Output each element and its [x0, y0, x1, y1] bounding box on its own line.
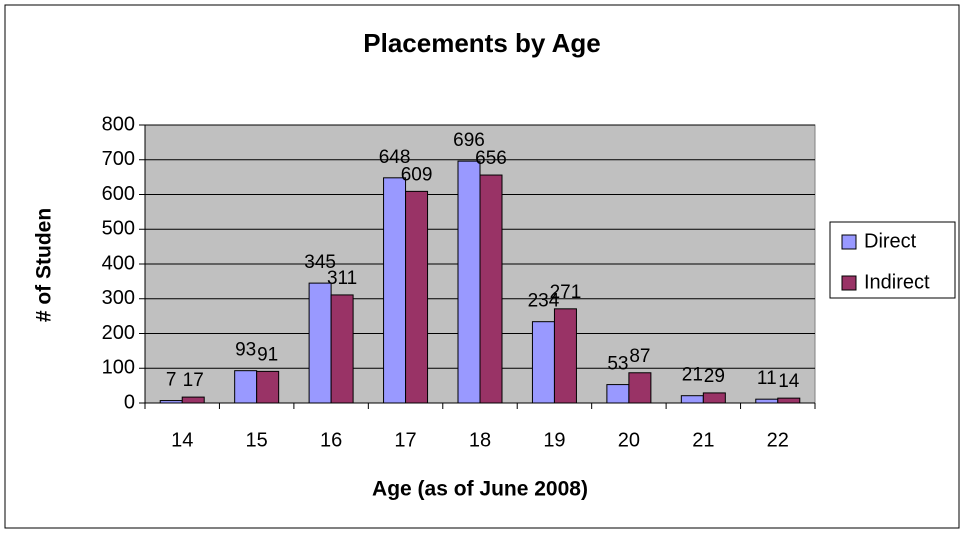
x-tick-label: 18: [469, 429, 491, 451]
x-tick-label: 15: [246, 429, 268, 451]
y-axis-title: # of Studen: [33, 208, 56, 322]
legend-label: Indirect: [864, 271, 930, 293]
bar: [181, 396, 205, 404]
y-tick-label: 400: [102, 252, 135, 274]
bar: [405, 190, 429, 404]
value-label: 21: [682, 365, 703, 386]
value-label: 345: [304, 252, 336, 273]
value-label: 87: [629, 346, 650, 367]
bar: [606, 384, 630, 404]
bar: [702, 392, 726, 404]
value-label: 14: [778, 371, 800, 392]
y-tick-label: 700: [102, 148, 135, 170]
bar: [159, 400, 183, 404]
y-tick-label: 800: [102, 113, 135, 135]
x-tick-label: 20: [618, 429, 640, 451]
value-label: 656: [475, 148, 507, 169]
y-tick-label: 300: [102, 287, 135, 309]
bar: [457, 160, 481, 404]
y-tick-label: 600: [102, 183, 135, 205]
value-label: 609: [401, 164, 433, 185]
value-label: 648: [379, 147, 411, 168]
x-tick-label: 19: [543, 429, 565, 451]
legend-swatch: [841, 275, 857, 291]
bar: [531, 321, 555, 404]
value-label: 234: [528, 291, 560, 312]
y-tick-label: 200: [102, 322, 135, 344]
value-label: 11: [757, 368, 777, 389]
value-label: 91: [257, 344, 278, 365]
bar: [256, 370, 280, 404]
x-tick-label: 17: [394, 429, 416, 451]
value-label: 696: [453, 130, 485, 151]
value-label: 271: [550, 282, 582, 303]
bar: [234, 370, 258, 404]
bar: [308, 282, 332, 404]
value-label: 7: [166, 370, 177, 391]
value-label: 311: [327, 268, 357, 289]
value-label: 29: [704, 366, 725, 387]
bar: [553, 308, 577, 404]
legend-label: Direct: [864, 230, 917, 252]
bar: [330, 294, 354, 404]
bar: [628, 372, 652, 404]
bar: [680, 395, 704, 404]
value-label: 53: [607, 354, 628, 375]
bar: [479, 174, 503, 404]
value-label: 93: [235, 340, 256, 361]
bar: [777, 397, 801, 404]
x-axis-title: Age (as of June 2008): [372, 478, 588, 501]
bar: [755, 398, 779, 404]
x-tick-label: 14: [171, 429, 193, 451]
y-tick-label: 100: [102, 357, 135, 379]
legend-swatch: [841, 234, 857, 250]
bar: [383, 177, 407, 404]
y-tick-label: 500: [102, 218, 135, 240]
value-label: 17: [183, 370, 204, 391]
x-tick-label: 16: [320, 429, 342, 451]
x-tick-label: 22: [767, 429, 789, 451]
x-tick-label: 21: [692, 429, 714, 451]
chart-title: Placements by Age: [363, 28, 600, 58]
y-tick-label: 0: [124, 391, 135, 413]
